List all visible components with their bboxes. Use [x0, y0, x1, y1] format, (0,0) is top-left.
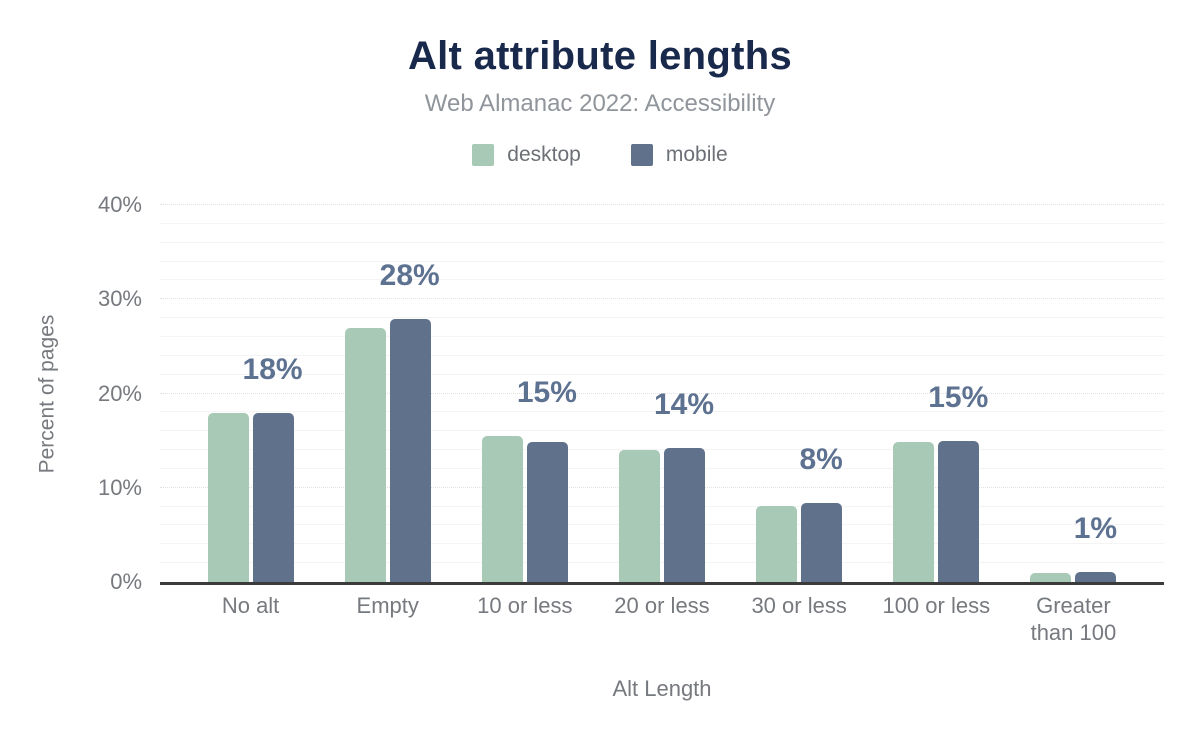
- bar-group-100-or-less: 15%: [868, 205, 1005, 582]
- x-tick-label-empty: Empty: [356, 593, 419, 618]
- legend: desktop mobile: [0, 143, 1200, 167]
- bar-group-30-or-less: 8%: [731, 205, 868, 582]
- bar-pair: [182, 205, 319, 582]
- legend-label-mobile: mobile: [665, 143, 728, 166]
- bar-group-greater-than-100: 1%: [1005, 205, 1142, 582]
- gridline-major: [160, 204, 1164, 205]
- mobile-swatch-icon: [630, 144, 653, 166]
- x-tick-label-20-or-less: 20 or less: [614, 593, 710, 618]
- y-axis-ticks: 0% 10% 20% 30% 40%: [0, 192, 142, 594]
- gridline-minor: [160, 222, 1164, 224]
- bar-mobile-100-or-less: [938, 440, 980, 582]
- x-tick-label-30-or-less: 30 or less: [751, 593, 847, 618]
- gridline-minor: [160, 543, 1164, 545]
- chart-title: Alt attribute lengths: [407, 34, 793, 78]
- gridline-minor: [160, 335, 1164, 337]
- bar-group-20-or-less: 14%: [593, 205, 730, 582]
- bars-row: 18% 28% 15% 14% 8% 15% 1%: [160, 205, 1164, 582]
- gridline-minor: [160, 524, 1164, 526]
- value-label-100-or-less: 15%: [928, 380, 989, 414]
- bar-pair: [593, 205, 730, 582]
- value-label-greater-than-100: 1%: [1073, 511, 1118, 545]
- gridline-minor: [160, 562, 1164, 564]
- bar-mobile-empty: [389, 319, 431, 582]
- bar-mobile-no-alt: [252, 413, 294, 582]
- bar-mobile-30-or-less: [801, 502, 843, 582]
- bar-desktop-no-alt: [207, 413, 249, 582]
- gridline-minor: [160, 411, 1164, 413]
- y-tick-label: 40%: [97, 192, 142, 217]
- bar-desktop-greater-than-100: [1030, 572, 1072, 582]
- gridline-major: [160, 298, 1164, 300]
- bar-pair: [456, 205, 593, 582]
- gridline-minor: [160, 373, 1164, 375]
- bar-pair: [1005, 205, 1142, 582]
- gridline-minor: [160, 467, 1164, 469]
- x-tick-label-10-or-less: 10 or less: [477, 593, 573, 618]
- bar-pair: [868, 205, 1005, 582]
- bar-pair: [731, 205, 868, 582]
- gridline-minor: [160, 241, 1164, 243]
- bar-desktop-20-or-less: [618, 450, 660, 582]
- x-tick-label-100-or-less: 100 or less: [882, 593, 991, 618]
- x-tick-label-greater-than-100: Greater than 100: [1030, 593, 1117, 645]
- bar-desktop-10-or-less: [481, 435, 523, 582]
- bar-pair: [319, 205, 456, 582]
- x-axis-line: [160, 582, 1164, 585]
- bar-desktop-30-or-less: [756, 505, 798, 582]
- gridline-minor: [160, 279, 1164, 281]
- y-tick-label: 30%: [97, 286, 142, 312]
- y-tick-label: 10%: [97, 474, 142, 500]
- bar-group-no-alt: 18%: [182, 205, 319, 582]
- chart-subtitle: Web Almanac 2022: Accessibility: [424, 90, 776, 117]
- x-tick-label-no-alt: No alt: [221, 593, 280, 618]
- gridline-minor: [160, 505, 1164, 507]
- gridline-minor: [160, 354, 1164, 356]
- gridline-major: [160, 392, 1164, 394]
- legend-item-desktop: desktop: [472, 143, 581, 167]
- bar-mobile-20-or-less: [663, 448, 705, 582]
- value-label-30-or-less: 8%: [799, 442, 843, 476]
- y-tick-label: 0%: [110, 569, 142, 594]
- bar-desktop-100-or-less: [893, 441, 935, 582]
- bar-group-empty: 28%: [319, 205, 456, 582]
- value-label-10-or-less: 15%: [516, 375, 577, 409]
- value-label-empty: 28%: [379, 259, 440, 293]
- x-axis-title: Alt Length: [612, 676, 712, 701]
- gridline-minor: [160, 260, 1164, 262]
- gridline-minor: [160, 449, 1164, 451]
- gridline-minor: [160, 317, 1164, 319]
- bar-desktop-empty: [344, 328, 386, 582]
- gridline-minor: [160, 430, 1164, 432]
- value-label-20-or-less: 14%: [653, 388, 715, 422]
- legend-label-desktop: desktop: [507, 143, 581, 166]
- bar-group-10-or-less: 15%: [456, 205, 593, 582]
- bar-mobile-10-or-less: [526, 441, 568, 582]
- gridline-major: [160, 486, 1164, 488]
- y-tick-label: 20%: [97, 380, 142, 406]
- bar-mobile-greater-than-100: [1075, 571, 1117, 582]
- x-axis-ticks: No alt Empty 10 or less 20 or less 30 or les…: [160, 592, 1164, 646]
- value-label-no-alt: 18%: [242, 353, 303, 387]
- plot-area: 18% 28% 15% 14% 8% 15% 1%: [160, 204, 1164, 585]
- desktop-swatch-icon: [472, 144, 495, 166]
- legend-item-mobile: mobile: [630, 143, 728, 167]
